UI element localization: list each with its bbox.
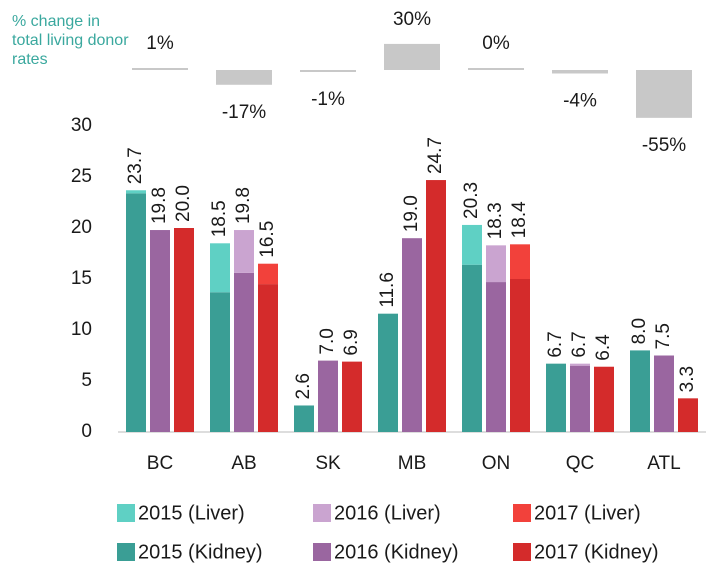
total-label: 6.4 — [593, 334, 614, 361]
bar-segment — [402, 238, 422, 432]
x-tick-label: ON — [482, 453, 511, 474]
bar-segment — [174, 228, 194, 432]
x-tick-label: SK — [315, 453, 341, 474]
bar-segment — [510, 244, 530, 279]
legend-swatch — [117, 504, 135, 522]
bar-segment — [462, 264, 482, 432]
bar-segment — [486, 245, 506, 283]
legend-swatch — [513, 543, 531, 561]
total-label: 24.7 — [425, 137, 446, 174]
legend-label: 2015 (Liver) — [138, 502, 245, 524]
legend-label: 2017 (Liver) — [534, 502, 641, 524]
legend-label: 2017 (Kidney) — [534, 541, 659, 563]
bar-segment — [510, 279, 530, 432]
change-bar — [636, 70, 692, 118]
change-label: 1% — [146, 33, 174, 54]
bar-segment — [258, 263, 278, 285]
legend-swatch — [513, 504, 531, 522]
total-label: 11.6 — [377, 272, 398, 308]
y-tick-label: 25 — [71, 166, 92, 187]
bar-segment — [234, 272, 254, 432]
total-label: 18.3 — [485, 202, 506, 239]
change-bar — [132, 68, 188, 70]
legend-swatch — [117, 543, 135, 561]
change-label: 30% — [393, 9, 431, 30]
y-tick-label: 15 — [71, 268, 92, 289]
total-label: 2.6 — [293, 373, 314, 399]
bar-segment — [678, 398, 698, 432]
change-label: -55% — [642, 135, 686, 156]
y-tick-label: 10 — [71, 319, 92, 340]
bar-segment — [210, 243, 230, 293]
legend-swatch — [313, 504, 331, 522]
bar-segment — [486, 282, 506, 432]
total-label: 19.0 — [401, 195, 422, 232]
change-bar — [468, 68, 524, 70]
x-tick-label: MB — [398, 453, 427, 474]
bar-segment — [126, 190, 146, 194]
change-bar — [552, 70, 608, 74]
change-bar — [216, 70, 272, 85]
total-label: 8.0 — [629, 318, 650, 344]
bar-segment — [342, 361, 362, 432]
bar-segment — [378, 313, 398, 432]
bar-segment — [546, 363, 566, 432]
x-tick-label: QC — [566, 453, 595, 474]
bar-segment — [570, 365, 590, 432]
bar-segment — [258, 284, 278, 432]
total-label: 18.4 — [509, 201, 530, 238]
total-label: 6.7 — [569, 331, 590, 357]
y-tick-label: 30 — [71, 115, 92, 136]
legend-swatch — [313, 543, 331, 561]
x-tick-label: AB — [231, 453, 256, 474]
bar-segment — [150, 230, 170, 432]
y-tick-label: 0 — [81, 421, 92, 442]
change-label: -17% — [222, 102, 266, 123]
y-tick-label: 5 — [81, 370, 92, 391]
total-label: 20.3 — [461, 182, 482, 219]
change-label: -4% — [563, 90, 597, 111]
x-tick-label: BC — [147, 453, 173, 474]
total-label: 6.7 — [545, 331, 566, 357]
change-label: -1% — [311, 89, 345, 110]
total-label: 19.8 — [233, 187, 254, 224]
bar-segment — [462, 224, 482, 265]
bar-segment — [294, 405, 314, 432]
total-label: 7.5 — [653, 323, 674, 349]
y-tick-label: 20 — [71, 217, 92, 238]
total-label: 3.3 — [677, 366, 698, 392]
legend-label: 2015 (Kidney) — [138, 541, 263, 563]
legend-label: 2016 (Kidney) — [334, 541, 459, 563]
total-label: 23.7 — [125, 147, 146, 184]
bar-segment — [630, 350, 650, 432]
bar-segment — [570, 363, 590, 366]
total-label: 19.8 — [149, 187, 170, 224]
change-label: 0% — [482, 33, 510, 54]
bar-segment — [594, 366, 614, 432]
x-tick-label: ATL — [647, 453, 680, 474]
change-title: % change in total living donor rates — [12, 13, 129, 68]
total-label: 7.0 — [317, 328, 338, 354]
total-label: 6.9 — [341, 329, 362, 355]
total-label: 18.5 — [209, 200, 230, 237]
bar-segment — [318, 360, 338, 432]
total-label: 16.5 — [257, 221, 278, 258]
bar-segment — [234, 230, 254, 273]
total-label: 20.0 — [173, 185, 194, 222]
change-bar — [300, 70, 356, 72]
bar-segment — [654, 355, 674, 432]
bar-segment — [126, 193, 146, 432]
legend-label: 2016 (Liver) — [334, 502, 441, 524]
bar-segment — [426, 180, 446, 432]
bar-segment — [210, 292, 230, 432]
change-bar — [384, 43, 440, 70]
